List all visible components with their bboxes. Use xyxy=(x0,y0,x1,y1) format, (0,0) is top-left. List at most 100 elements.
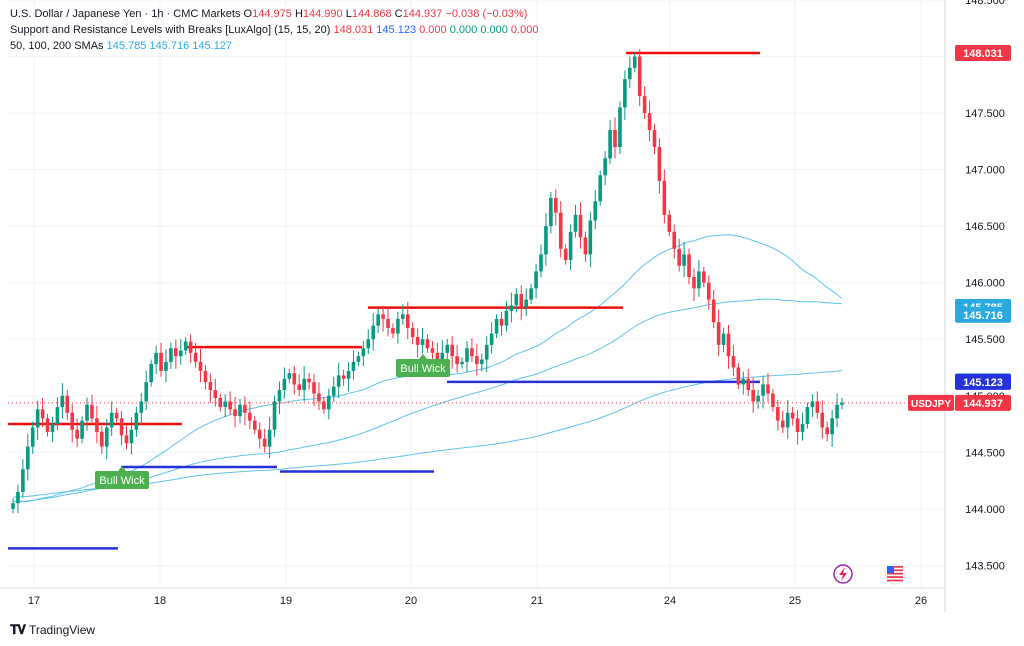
lightning-icon[interactable] xyxy=(833,564,853,584)
ohlc-h-label: H xyxy=(294,8,303,20)
candle-body xyxy=(435,352,440,362)
price-tick-label: 143.500 xyxy=(965,560,1005,572)
candle-body xyxy=(484,344,489,360)
indicator-sma-name: 50, 100, 200 SMAs xyxy=(10,40,104,52)
candle-body xyxy=(90,404,94,419)
candle-body xyxy=(415,336,420,345)
candle-body xyxy=(751,390,755,402)
candle-body xyxy=(203,370,208,383)
candle-body xyxy=(129,429,134,444)
candle-body xyxy=(568,231,573,261)
candle-body xyxy=(193,352,198,362)
indicator-sma-value-3: 145.127 xyxy=(192,40,233,52)
candle-body xyxy=(711,299,716,323)
candle-body xyxy=(50,424,55,432)
candle-body xyxy=(267,429,272,447)
ohlc-c-label: C xyxy=(394,8,403,20)
candle-body xyxy=(100,431,104,447)
candle-body xyxy=(154,352,158,365)
candle-body xyxy=(662,180,667,215)
candle-body xyxy=(667,214,672,232)
candle-body xyxy=(169,348,173,362)
candle-body xyxy=(85,404,89,421)
legend-indicator-sma[interactable]: 50, 100, 200 SMAs 145.785 145.716 145.12… xyxy=(10,38,538,54)
candle-body xyxy=(687,254,691,278)
candle-body xyxy=(455,356,459,365)
candle-body xyxy=(361,348,366,357)
candle-body xyxy=(820,412,825,428)
candle-body xyxy=(391,327,395,334)
candle-body xyxy=(445,344,450,353)
bull-wick-pointer xyxy=(118,466,126,471)
candle-body xyxy=(139,401,144,413)
candle-body xyxy=(297,384,302,391)
bull-wick-label: Bull Wick xyxy=(400,363,446,375)
candle-body xyxy=(529,288,533,300)
candle-body xyxy=(652,130,657,147)
us-flag-icon[interactable] xyxy=(884,563,906,585)
candle-body xyxy=(80,420,84,439)
ohlc-high: 144.990 xyxy=(302,8,343,20)
ohlc-open: 144.975 xyxy=(252,8,292,20)
price-badge-label: 148.031 xyxy=(963,48,1003,60)
candle-body xyxy=(386,318,390,328)
candle-body xyxy=(731,356,736,368)
candle-body xyxy=(287,373,292,379)
candle-body xyxy=(174,348,178,357)
candle-body xyxy=(183,341,188,351)
price-tick-label: 147.000 xyxy=(965,165,1005,177)
candle-body xyxy=(40,409,45,419)
candle-body xyxy=(322,401,326,410)
candle-body xyxy=(721,333,726,345)
price-tick-label: 144.000 xyxy=(965,504,1005,516)
candle-body xyxy=(396,318,400,334)
candle-body xyxy=(243,404,247,413)
candle-body xyxy=(75,429,79,439)
candle-body xyxy=(583,237,588,255)
candle-body xyxy=(603,158,607,176)
candle-body xyxy=(228,401,232,410)
price-tick-label: 145.500 xyxy=(965,334,1005,346)
ohlc-close: 144.937 xyxy=(402,8,443,20)
candle-body xyxy=(450,344,454,357)
candle-body xyxy=(233,409,237,417)
candle-body xyxy=(262,438,267,447)
candle-body xyxy=(425,339,430,349)
candle-body xyxy=(109,412,114,428)
time-tick-label: 26 xyxy=(915,595,927,607)
candle-body xyxy=(761,384,765,396)
candle-body xyxy=(835,404,839,419)
candle-body xyxy=(657,147,662,181)
candle-body xyxy=(553,197,558,213)
candle-body xyxy=(756,395,760,402)
brand-name: TradingView xyxy=(29,623,96,637)
candle-body xyxy=(790,412,795,419)
candle-body xyxy=(672,231,677,249)
candle-body xyxy=(26,446,30,470)
indicator-sr-value-1: 148.031 xyxy=(333,24,374,36)
candle-body xyxy=(405,314,410,328)
candle-body xyxy=(114,412,119,419)
legend-indicator-sr[interactable]: Support and Resistance Levels with Break… xyxy=(10,22,538,38)
candle-body xyxy=(830,418,834,435)
price-tick-label: 148.500 xyxy=(965,0,1005,7)
candle-body xyxy=(810,401,815,408)
ohlc-change: −0.038 (−0.03%) xyxy=(445,8,528,20)
candle-body xyxy=(213,390,218,399)
indicator-sr-value-3: 0.000 xyxy=(419,24,447,36)
candle-body xyxy=(549,197,553,227)
candle-body xyxy=(479,359,484,365)
candle-body xyxy=(178,350,183,357)
candle-body xyxy=(124,435,129,444)
candle-body xyxy=(312,382,316,394)
candle-body xyxy=(430,348,435,353)
candle-body xyxy=(302,378,306,391)
price-tick-label: 146.000 xyxy=(965,278,1005,290)
flag-stripe xyxy=(887,569,903,572)
legend-symbol-row[interactable]: U.S. Dollar / Japanese Yen · 1h · CMC Ma… xyxy=(10,6,538,22)
tradingview-brand[interactable]: 𝐓𝐕 TradingView xyxy=(10,622,95,638)
candle-body xyxy=(371,325,376,340)
candle-body xyxy=(248,412,252,421)
candle-body xyxy=(741,378,746,385)
